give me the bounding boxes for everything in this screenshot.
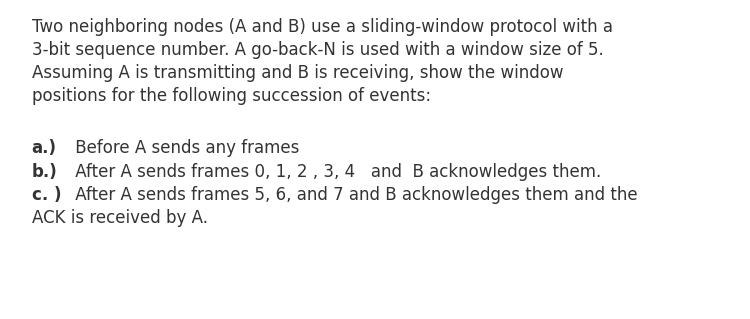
Text: positions for the following succession of events:: positions for the following succession o… xyxy=(32,87,430,105)
Text: ACK is received by A.: ACK is received by A. xyxy=(32,209,208,227)
Text: 3-bit sequence number. A go-back-N is used with a window size of 5.: 3-bit sequence number. A go-back-N is us… xyxy=(32,41,603,59)
Text: c. ): c. ) xyxy=(32,186,61,204)
Text: After A sends frames 0, 1, 2 , 3, 4   and  B acknowledges them.: After A sends frames 0, 1, 2 , 3, 4 and … xyxy=(70,163,602,181)
Text: Assuming A is transmitting and B is receiving, show the window: Assuming A is transmitting and B is rece… xyxy=(32,64,563,82)
Text: Two neighboring nodes (A and B) use a sliding-window protocol with a: Two neighboring nodes (A and B) use a sl… xyxy=(32,18,613,35)
Text: After A sends frames 5, 6, and 7 and B acknowledges them and the: After A sends frames 5, 6, and 7 and B a… xyxy=(70,186,638,204)
Text: a.): a.) xyxy=(32,139,56,157)
Text: b.): b.) xyxy=(32,163,57,181)
Text: Before A sends any frames: Before A sends any frames xyxy=(70,139,300,157)
